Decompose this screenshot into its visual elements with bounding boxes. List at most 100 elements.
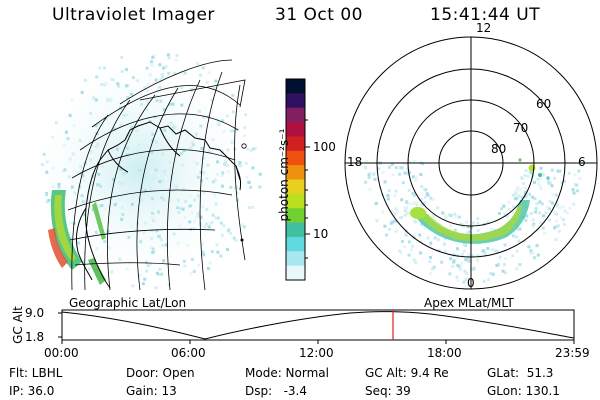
speckle: [544, 211, 548, 215]
speckle: [119, 124, 123, 128]
speckle: [196, 212, 200, 216]
speckle: [136, 79, 140, 83]
speckle: [244, 161, 248, 165]
speckle: [83, 78, 87, 82]
speckle: [161, 152, 165, 156]
speckle: [201, 204, 205, 208]
speckle: [180, 103, 184, 107]
speckle: [126, 96, 130, 100]
speckle: [565, 211, 569, 215]
speckle: [160, 272, 164, 276]
speckle: [81, 200, 85, 204]
speckle: [72, 124, 76, 128]
speckle: [561, 205, 565, 209]
speckle: [476, 217, 480, 220]
speckle: [531, 195, 535, 199]
speckle: [168, 160, 172, 164]
speckle: [467, 253, 470, 257]
speckle: [157, 210, 160, 214]
speckle: [178, 224, 182, 228]
speckle: [553, 176, 556, 180]
speckle: [151, 197, 154, 201]
altitude-curve: [61, 311, 575, 340]
speckle: [176, 242, 180, 246]
colorbar-segment: [286, 107, 305, 123]
speckle: [412, 160, 416, 163]
speckle: [98, 66, 102, 70]
speckle: [239, 164, 243, 168]
speckle: [529, 211, 533, 215]
speckle: [51, 185, 55, 189]
speckle: [181, 164, 185, 167]
speckle: [458, 265, 461, 269]
speckle: [96, 183, 100, 187]
speckle: [161, 243, 165, 247]
speckle: [190, 140, 194, 144]
speckle: [573, 173, 577, 177]
speckle: [103, 146, 107, 150]
speckle: [158, 63, 162, 67]
speckle: [97, 205, 101, 208]
speckle: [163, 198, 166, 202]
speckle: [440, 260, 444, 264]
speckle: [476, 258, 480, 262]
colorbar-segment: [286, 136, 305, 152]
speckle: [521, 176, 525, 179]
speckle: [95, 75, 99, 79]
colorbar-segment: [286, 265, 305, 281]
speckle: [150, 237, 154, 240]
speckle: [459, 265, 463, 269]
speckle: [210, 221, 214, 225]
speckle: [526, 192, 530, 196]
speckle: [414, 261, 418, 264]
speckle: [42, 152, 46, 156]
info-ip: IP: 36.0: [9, 384, 55, 398]
speckle: [226, 148, 230, 152]
speckle: [394, 166, 398, 169]
speckle: [189, 146, 193, 150]
speckle: [511, 193, 515, 197]
speckle: [429, 241, 433, 245]
speckle: [558, 169, 562, 173]
speckle: [518, 263, 522, 267]
speckle: [548, 218, 552, 222]
speckle: [145, 131, 149, 135]
colorbar-gradient: [286, 79, 305, 281]
speckle: [221, 184, 224, 188]
speckle: [394, 189, 398, 193]
speckle: [125, 267, 129, 271]
speckle: [539, 221, 543, 225]
speckle: [517, 239, 521, 243]
speckle: [572, 202, 576, 206]
speckle: [399, 251, 403, 255]
speckle: [467, 259, 471, 263]
speckle: [151, 211, 155, 215]
speckle: [174, 58, 178, 62]
speckle: [523, 186, 527, 190]
speckle: [429, 272, 433, 275]
speckle: [108, 246, 111, 250]
speckle: [253, 147, 257, 151]
speckle: [205, 207, 209, 211]
speckle: [68, 157, 72, 161]
speckle: [452, 260, 456, 264]
speckle: [400, 198, 404, 202]
speckle: [151, 132, 155, 136]
speckle: [386, 194, 390, 197]
left-emission-speckle: [40, 53, 262, 290]
speckle: [524, 194, 528, 198]
speckle: [251, 147, 255, 151]
speckle: [200, 242, 204, 246]
speckle: [94, 145, 98, 149]
coastline: [75, 121, 241, 289]
speckle: [155, 140, 159, 144]
speckle: [97, 122, 101, 126]
speckle: [146, 89, 150, 93]
speckle: [395, 210, 399, 214]
speckle: [113, 127, 117, 131]
speckle: [158, 267, 162, 271]
speckle: [443, 237, 447, 241]
speckle: [535, 244, 539, 248]
speckle: [151, 55, 155, 59]
speckle: [69, 221, 72, 225]
